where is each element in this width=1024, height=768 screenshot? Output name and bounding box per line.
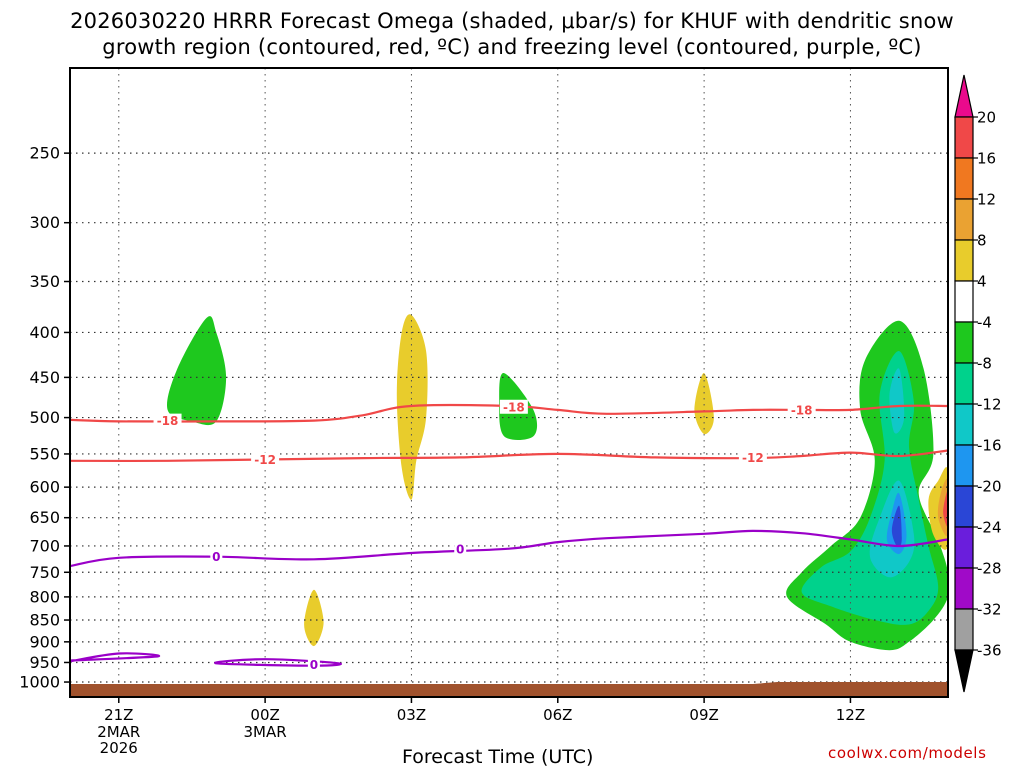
y-tick-label-700: 700 bbox=[29, 536, 60, 555]
colorbar-bottom-arrow bbox=[954, 649, 974, 693]
y-tick-label-1000: 1000 bbox=[19, 673, 60, 692]
y-tick-label-400: 400 bbox=[29, 323, 60, 342]
contour-label-bg-5 bbox=[454, 542, 467, 557]
y-tick-label-850: 850 bbox=[29, 611, 60, 630]
contour-label-bg-3 bbox=[210, 549, 223, 564]
x-tick-label-06Z: 06Z bbox=[543, 706, 572, 724]
colorbar-bin-m36_m32 bbox=[954, 608, 974, 651]
colorbar-label--32: -32 bbox=[977, 601, 1002, 619]
terrain-ground bbox=[70, 682, 948, 697]
colorbar-bin-m24_m20 bbox=[954, 485, 974, 528]
colorbar-label-12: 12 bbox=[977, 191, 996, 209]
colorbar-label-8: 8 bbox=[977, 232, 987, 250]
colorbar-label-16: 16 bbox=[977, 150, 996, 168]
contour-label-bg-6 bbox=[787, 402, 816, 417]
chart-title-line-2: growth region (contoured, red, ºC) and f… bbox=[102, 35, 922, 59]
plot-frame bbox=[69, 67, 949, 698]
colorbar-bin-neutral bbox=[954, 280, 974, 323]
y-tick-label-600: 600 bbox=[29, 478, 60, 497]
colorbar-bin-4_8 bbox=[954, 239, 974, 282]
isotherm-contours bbox=[70, 404, 948, 667]
colorbar-bin-m20_m16 bbox=[954, 444, 974, 487]
x-tick-sublabel-2MAR: 2MAR bbox=[97, 723, 140, 741]
y-tick-label-350: 350 bbox=[29, 272, 60, 291]
omega-region-4 bbox=[694, 373, 714, 435]
isotherm-4 bbox=[70, 652, 161, 663]
contour-label-7: -18 bbox=[503, 400, 525, 414]
contour-label-4: -12 bbox=[742, 451, 764, 465]
y-tick-label-250: 250 bbox=[29, 144, 60, 163]
colorbar-bin-16_20 bbox=[954, 116, 974, 159]
omega-region-11 bbox=[891, 505, 902, 547]
colorbar-label--36: -36 bbox=[977, 642, 1002, 660]
x-tick-label-03Z: 03Z bbox=[397, 706, 426, 724]
contour-label-bg-1 bbox=[153, 413, 182, 428]
omega-shading bbox=[166, 314, 948, 651]
colorbar-bin-12_16 bbox=[954, 157, 974, 200]
isotherm-2 bbox=[70, 449, 948, 463]
isotherm-1 bbox=[70, 404, 948, 423]
x-tick-sublabel-2026: 2026 bbox=[100, 739, 138, 757]
colorbar-label--12: -12 bbox=[977, 396, 1002, 414]
colorbar-bin-8_12 bbox=[954, 198, 974, 241]
x-axis-title: Forecast Time (UTC) bbox=[402, 746, 594, 768]
contour-label-bg-2 bbox=[251, 452, 280, 467]
colorbar-label--16: -16 bbox=[977, 437, 1002, 455]
colorbar-label--20: -20 bbox=[977, 478, 1002, 496]
colorbar-bin-m16_m12 bbox=[954, 403, 974, 446]
isotherm-5 bbox=[214, 658, 342, 667]
contour-label-5: 0 bbox=[456, 543, 464, 557]
colorbar-bin-m12_m8 bbox=[954, 362, 974, 405]
colorbar-bin-m8_m4 bbox=[954, 321, 974, 364]
x-tick-label-00Z: 00Z bbox=[250, 706, 279, 724]
y-tick-label-900: 900 bbox=[29, 632, 60, 651]
y-tick-label-650: 650 bbox=[29, 508, 60, 527]
contour-label-3: 0 bbox=[212, 550, 220, 564]
site-credit: coolwx.com/models bbox=[828, 744, 987, 762]
y-tick-label-500: 500 bbox=[29, 408, 60, 427]
colorbar-label--4: -4 bbox=[977, 314, 992, 332]
contour-label-8: 0 bbox=[310, 658, 318, 672]
chart-title-line-1: 2026030220 HRRR Forecast Omega (shaded, … bbox=[70, 9, 954, 33]
contour-label-6: -18 bbox=[791, 403, 813, 417]
colorbar-label--8: -8 bbox=[977, 355, 992, 373]
contour-label-2: -12 bbox=[254, 453, 276, 467]
contour-label-bg-4 bbox=[738, 450, 767, 465]
chart-title: 2026030220 HRRR Forecast Omega (shaded, … bbox=[0, 8, 1024, 60]
y-tick-label-450: 450 bbox=[29, 368, 60, 387]
colorbar-bin-m28_m24 bbox=[954, 526, 974, 569]
x-tick-label-09Z: 09Z bbox=[689, 706, 718, 724]
omega-region-5 bbox=[304, 589, 324, 647]
colorbar-label--28: -28 bbox=[977, 560, 1002, 578]
terrain-fill bbox=[70, 682, 948, 697]
contour-label-bg-8 bbox=[307, 657, 320, 672]
colorbar-top-arrow bbox=[954, 74, 974, 118]
contour-label-bg-7 bbox=[499, 399, 528, 414]
y-tick-label-950: 950 bbox=[29, 653, 60, 672]
contour-labels: -18 -12 0 -12 0 -18 -18 0 bbox=[153, 399, 816, 672]
contour-label-1: -18 bbox=[157, 414, 179, 428]
grid-lines bbox=[70, 68, 948, 697]
y-axis: 250 300 350 400 450 500 550 600 650 700 750 800 850 9… bbox=[19, 144, 70, 692]
x-tick-sublabel-3MAR: 3MAR bbox=[244, 723, 287, 741]
colorbar: 20 16 12 8 4 -4 -8 -12 -16 -20 -24 -28 -32 -36 bbox=[954, 74, 1002, 693]
y-tick-label-550: 550 bbox=[29, 444, 60, 463]
colorbar-label-20: 20 bbox=[977, 109, 996, 127]
y-tick-label-750: 750 bbox=[29, 563, 60, 582]
y-tick-label-800: 800 bbox=[29, 587, 60, 606]
colorbar-label--24: -24 bbox=[977, 519, 1002, 537]
colorbar-bin-m32_m28 bbox=[954, 567, 974, 610]
x-tick-label-21Z: 21Z bbox=[104, 706, 133, 724]
x-tick-label-12Z: 12Z bbox=[836, 706, 865, 724]
omega-region-1 bbox=[166, 316, 227, 426]
colorbar-label-4: 4 bbox=[977, 273, 987, 291]
y-tick-label-300: 300 bbox=[29, 213, 60, 232]
